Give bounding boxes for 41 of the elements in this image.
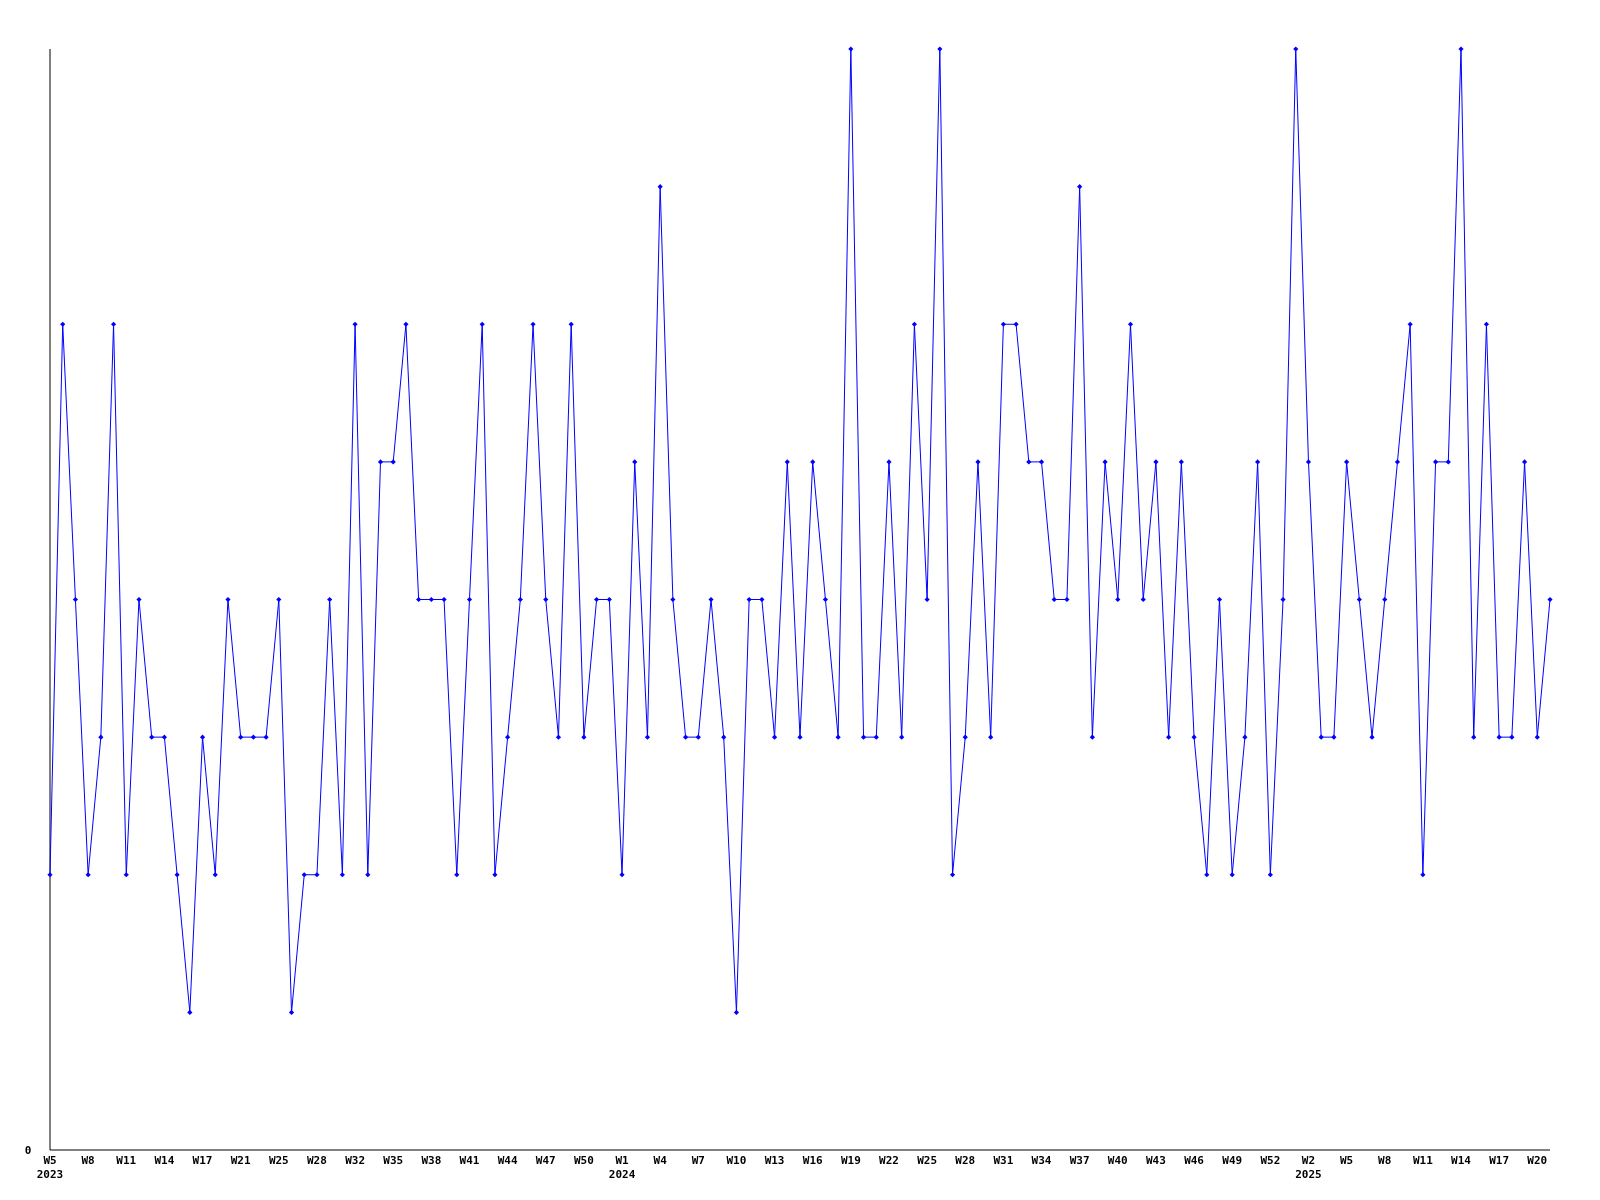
x-tick-label: W50 <box>573 1154 594 1167</box>
x-tick-label: W17 <box>192 1154 213 1167</box>
x-tick-label: W14 <box>154 1154 175 1167</box>
x-tick-label: W52 <box>1260 1154 1281 1167</box>
x-tick-label: W38 <box>421 1154 442 1167</box>
x-tick-label: W5 <box>1339 1154 1354 1167</box>
x-tick-label: W37 <box>1069 1154 1090 1167</box>
x-tick-label: W1 2024 <box>608 1154 636 1181</box>
x-tick-label: W8 <box>1378 1154 1392 1167</box>
x-tick-label: W20 <box>1527 1154 1548 1167</box>
x-tick-label: W28 <box>955 1154 976 1167</box>
x-tick-label: W8 <box>81 1154 95 1167</box>
x-tick-label: W47 <box>535 1154 556 1167</box>
x-tick-label: W34 <box>1031 1154 1052 1167</box>
x-tick-label: W13 <box>764 1154 785 1167</box>
x-tick-label: W28 <box>307 1154 327 1167</box>
text: 0 <box>24 1144 32 1157</box>
x-tick-label: W49 <box>1222 1154 1243 1167</box>
x-tick-label: W31 <box>993 1154 1014 1167</box>
x-tick-label: W43 <box>1145 1154 1166 1167</box>
x-tick-label: W10 <box>726 1154 747 1167</box>
x-tick-label: W7 <box>691 1154 705 1167</box>
x-tick-label: W41 <box>459 1154 480 1167</box>
x-tick-label: W19 <box>840 1154 861 1167</box>
x-tick-label: W35 <box>383 1154 404 1167</box>
x-tick-label: W25 <box>917 1154 938 1167</box>
x-tick-label: W25 <box>268 1154 289 1167</box>
x-tick-label: W2 2025 <box>1295 1154 1322 1181</box>
x-tick-label: W17 <box>1489 1154 1510 1167</box>
x-tick-label: W21 <box>230 1154 251 1167</box>
x-tick-label: W4 <box>653 1154 668 1167</box>
x-tick-label: W32 <box>345 1154 366 1167</box>
x-tick-label: W44 <box>497 1154 518 1167</box>
x-tick-label: W11 <box>1412 1154 1434 1167</box>
x-tick-label: W14 <box>1451 1154 1472 1167</box>
x-tick-label: W11 <box>116 1154 137 1167</box>
x-tick-label: W22 <box>879 1154 899 1167</box>
x-tick-label: W5 2023 <box>36 1154 64 1181</box>
x-tick-label: W46 <box>1184 1154 1205 1167</box>
x-tick-label: W40 <box>1107 1154 1128 1167</box>
x-tick-label: W16 <box>802 1154 824 1167</box>
